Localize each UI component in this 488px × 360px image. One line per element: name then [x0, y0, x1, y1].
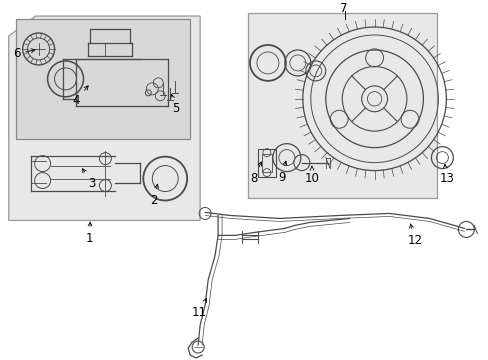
- Text: 2: 2: [150, 184, 158, 207]
- Text: 5: 5: [170, 94, 179, 115]
- Bar: [258, 149, 275, 176]
- Bar: [262, 154, 271, 172]
- Text: 11: 11: [192, 298, 207, 319]
- Text: 1: 1: [85, 222, 93, 245]
- Text: 7: 7: [339, 1, 346, 15]
- Text: 12: 12: [407, 224, 422, 247]
- Bar: [16, 19, 190, 139]
- Text: 8: 8: [249, 162, 261, 185]
- Text: 6: 6: [13, 48, 35, 60]
- Text: 13: 13: [439, 164, 453, 185]
- Text: 9: 9: [277, 161, 286, 184]
- Text: 10: 10: [304, 166, 319, 185]
- Text: 4: 4: [72, 86, 88, 107]
- Polygon shape: [9, 16, 200, 220]
- Text: 3: 3: [82, 169, 96, 190]
- Bar: [247, 13, 436, 198]
